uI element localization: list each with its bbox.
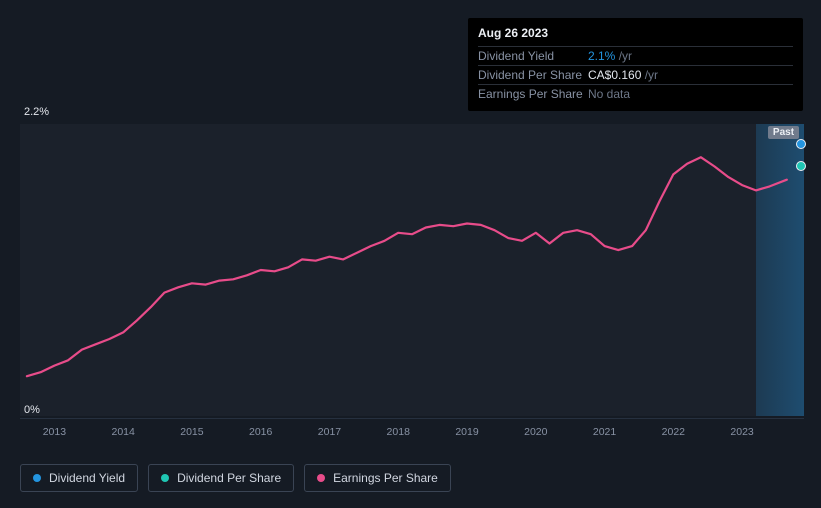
hover-tooltip: Aug 26 2023 Dividend Yield2.1% /yrDivide… — [468, 18, 803, 111]
legend-item[interactable]: Earnings Per Share — [304, 464, 451, 492]
x-axis-tick: 2017 — [318, 426, 341, 438]
x-axis-tick: 2020 — [524, 426, 547, 438]
x-axis-tick: 2013 — [43, 426, 66, 438]
tooltip-row: Dividend Yield2.1% /yr — [478, 46, 793, 65]
x-axis-line — [20, 418, 804, 419]
x-axis-tick: 2021 — [593, 426, 616, 438]
x-axis-tick: 2023 — [730, 426, 753, 438]
x-axis-tick: 2022 — [662, 426, 685, 438]
x-axis-tick: 2014 — [111, 426, 134, 438]
series-marker — [796, 161, 806, 171]
x-axis-tick: 2018 — [387, 426, 410, 438]
legend-label: Dividend Per Share — [177, 471, 281, 485]
tooltip-row: Earnings Per ShareNo data — [478, 84, 793, 103]
chart-legend: Dividend Yield Dividend Per Share Earnings… — [20, 464, 451, 492]
tooltip-row-label: Dividend Per Share — [478, 68, 588, 82]
legend-item[interactable]: Dividend Yield — [20, 464, 138, 492]
tooltip-row: Dividend Per ShareCA$0.160 /yr — [478, 65, 793, 84]
y-axis-min-label: 0% — [24, 404, 40, 416]
dividend-chart: 2.2% Past 0% 201320142015201620172018201… — [20, 108, 804, 443]
legend-item[interactable]: Dividend Per Share — [148, 464, 294, 492]
x-axis-tick: 2019 — [455, 426, 478, 438]
legend-label: Earnings Per Share — [333, 471, 438, 485]
tooltip-row-value: No data — [588, 87, 630, 101]
x-axis-tick: 2015 — [180, 426, 203, 438]
x-axis-tick: 2016 — [249, 426, 272, 438]
tooltip-date: Aug 26 2023 — [478, 26, 793, 40]
plot-area[interactable] — [20, 124, 804, 416]
line-series — [20, 124, 804, 416]
tooltip-row-label: Earnings Per Share — [478, 87, 588, 101]
legend-dot-icon — [33, 474, 41, 482]
legend-label: Dividend Yield — [49, 471, 125, 485]
y-axis-max-label: 2.2% — [24, 106, 49, 118]
series-marker — [796, 139, 806, 149]
legend-dot-icon — [317, 474, 325, 482]
tooltip-row-value: CA$0.160 /yr — [588, 68, 658, 82]
x-axis: 2013 2014 2015 2016 2017 2018 2019 2020 2021 2022… — [20, 418, 804, 442]
past-badge: Past — [768, 126, 799, 139]
tooltip-row-label: Dividend Yield — [478, 49, 588, 63]
legend-dot-icon — [161, 474, 169, 482]
tooltip-row-value: 2.1% /yr — [588, 49, 632, 63]
